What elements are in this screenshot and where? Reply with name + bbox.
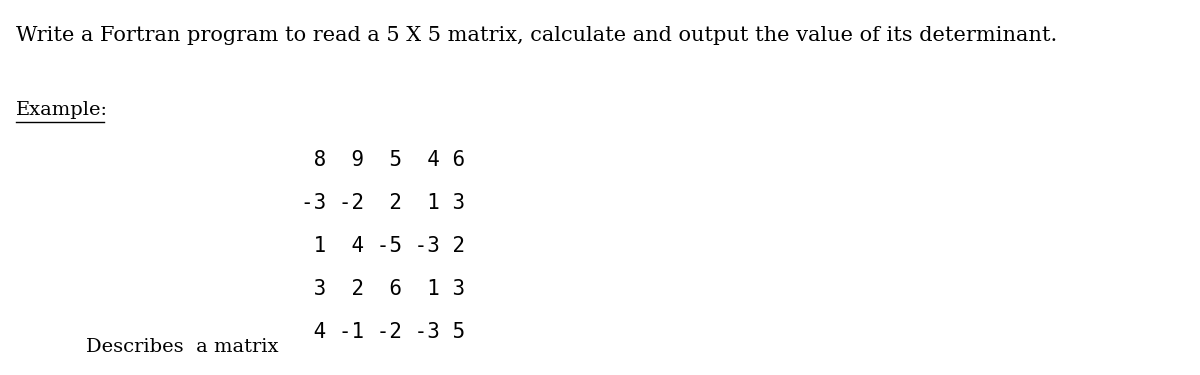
Text: 4 -1 -2 -3 5: 4 -1 -2 -3 5 bbox=[301, 322, 466, 342]
Text: 1  4 -5 -3 2: 1 4 -5 -3 2 bbox=[301, 236, 466, 256]
Text: Example:: Example: bbox=[16, 101, 108, 119]
Text: 3  2  6  1 3: 3 2 6 1 3 bbox=[301, 279, 466, 299]
Text: Describes  a matrix: Describes a matrix bbox=[86, 338, 278, 356]
Text: 8  9  5  4 6: 8 9 5 4 6 bbox=[301, 150, 466, 170]
Text: -3 -2  2  1 3: -3 -2 2 1 3 bbox=[301, 193, 466, 213]
Text: Write a Fortran program to read a 5 X 5 matrix, calculate and output the value o: Write a Fortran program to read a 5 X 5 … bbox=[16, 26, 1057, 45]
